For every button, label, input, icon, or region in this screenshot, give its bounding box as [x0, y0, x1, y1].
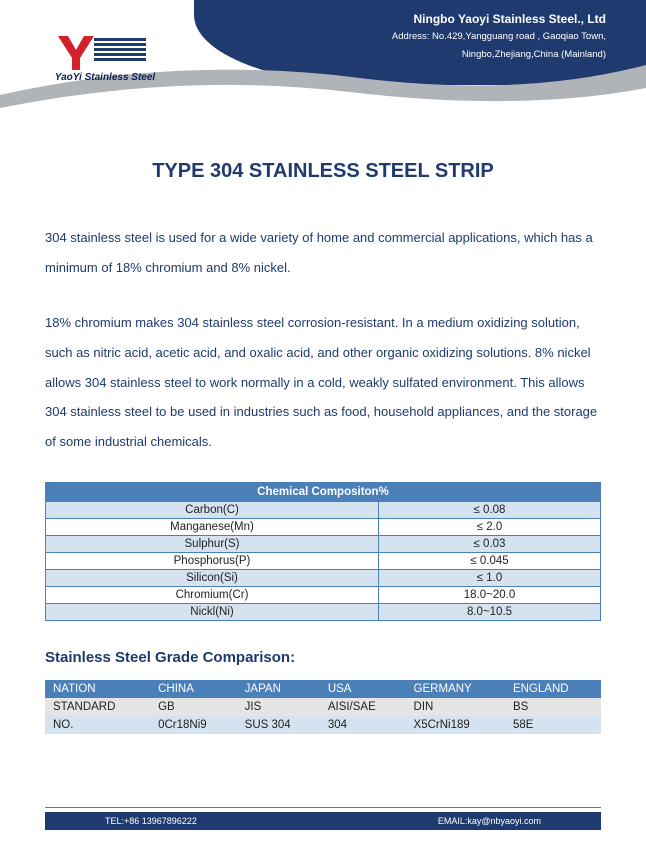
table1-cell-name: Chromium(Cr): [46, 587, 379, 604]
company-block: Ningbo Yaoyi Stainless Steel., Ltd Addre…: [392, 12, 606, 63]
table1-cell-value: ≤ 1.0: [379, 570, 601, 587]
table1-cell-name: Manganese(Mn): [46, 519, 379, 536]
footer: TEL:+86 13967896222 EMAIL:kay@nbyaoyi.co…: [45, 812, 601, 830]
table2-cell: GB: [150, 698, 237, 716]
header: YaoYi Stainless Steel Ningbo Yaoyi Stain…: [0, 0, 646, 120]
table2-header-cell: ENGLAND: [505, 680, 601, 698]
chemical-composition-table: Chemical Compositon% Carbon(C)≤ 0.08Mang…: [45, 482, 601, 621]
table1-cell-value: ≤ 2.0: [379, 519, 601, 536]
table2-cell: BS: [505, 698, 601, 716]
company-name: Ningbo Yaoyi Stainless Steel., Ltd: [392, 12, 606, 26]
table2-cell: 58E: [505, 716, 601, 734]
table1-row: Sulphur(S)≤ 0.03: [46, 536, 601, 553]
company-address-2: Ningbo,Zhejiang,China (Mainland): [392, 48, 606, 62]
table2-cell: 0Cr18Ni9: [150, 716, 237, 734]
company-address-1: Address: No.429,Yangguang road , Gaoqiao…: [392, 30, 606, 44]
table2-header-cell: NATION: [45, 680, 150, 698]
table1-cell-value: 18.0~20.0: [379, 587, 601, 604]
table1-row: Silicon(Si)≤ 1.0: [46, 570, 601, 587]
table2-cell: STANDARD: [45, 698, 150, 716]
footer-tel: TEL:+86 13967896222: [105, 816, 197, 826]
paragraph-1: 304 stainless steel is used for a wide v…: [45, 223, 601, 283]
footer-email: EMAIL:kay@nbyaoyi.com: [438, 816, 541, 826]
table1-header: Chemical Compositon%: [46, 483, 601, 502]
table1-cell-name: Carbon(C): [46, 502, 379, 519]
table1-row: Carbon(C)≤ 0.08: [46, 502, 601, 519]
table1-row: Manganese(Mn)≤ 2.0: [46, 519, 601, 536]
table1-cell-value: ≤ 0.03: [379, 536, 601, 553]
table2-row: STANDARDGBJISAISI/SAEDINBS: [45, 698, 601, 716]
table2-cell: JIS: [237, 698, 320, 716]
page-title: TYPE 304 STAINLESS STEEL STRIP: [45, 160, 601, 183]
table1-row: Phosphorus(P)≤ 0.045: [46, 553, 601, 570]
table2-header-cell: USA: [320, 680, 406, 698]
grade-comparison-table: NATIONCHINAJAPANUSAGERMANYENGLAND STANDA…: [45, 680, 601, 734]
table2-row: NO.0Cr18Ni9SUS 304304X5CrNi18958E: [45, 716, 601, 734]
logo: YaoYi Stainless Steel: [50, 32, 160, 83]
content: TYPE 304 STAINLESS STEEL STRIP 304 stain…: [0, 120, 646, 734]
logo-text: YaoYi Stainless Steel: [55, 72, 155, 83]
table2-cell: 304: [320, 716, 406, 734]
table2-cell: DIN: [406, 698, 505, 716]
table1-cell-name: Sulphur(S): [46, 536, 379, 553]
table2-header-cell: CHINA: [150, 680, 237, 698]
table1-cell-value: 8.0~10.5: [379, 604, 601, 621]
table2-header-cell: GERMANY: [406, 680, 505, 698]
table2-cell: AISI/SAE: [320, 698, 406, 716]
table2-cell: SUS 304: [237, 716, 320, 734]
paragraph-2: 18% chromium makes 304 stainless steel c…: [45, 308, 601, 457]
table1-cell-value: ≤ 0.045: [379, 553, 601, 570]
table2-cell: NO.: [45, 716, 150, 734]
table2-cell: X5CrNi189: [406, 716, 505, 734]
table1-cell-value: ≤ 0.08: [379, 502, 601, 519]
section2-title: Stainless Steel Grade Comparison:: [45, 649, 601, 666]
table1-cell-name: Silicon(Si): [46, 570, 379, 587]
table2-header-cell: JAPAN: [237, 680, 320, 698]
table1-cell-name: Phosphorus(P): [46, 553, 379, 570]
table1-row: Nickl(Ni)8.0~10.5: [46, 604, 601, 621]
footer-divider: [45, 807, 601, 808]
table1-row: Chromium(Cr)18.0~20.0: [46, 587, 601, 604]
table1-cell-name: Nickl(Ni): [46, 604, 379, 621]
